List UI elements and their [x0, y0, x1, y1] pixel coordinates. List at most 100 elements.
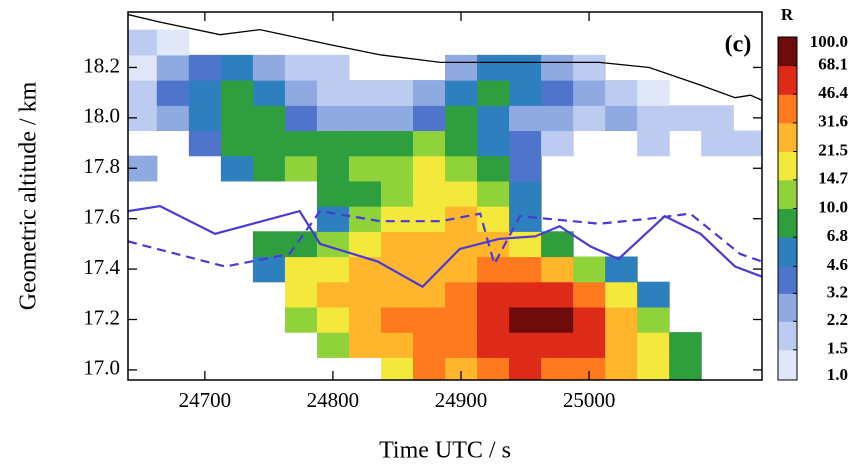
y-tick-label: 17.6 — [83, 204, 120, 228]
heatmap-cell — [605, 281, 638, 308]
heatmap-cell — [477, 256, 510, 283]
heatmap-cell — [252, 155, 286, 182]
profile-line — [128, 13, 762, 101]
heatmap-cell — [605, 80, 638, 106]
colorbar-segment — [778, 179, 797, 209]
heatmap-cell — [573, 256, 606, 283]
colorbar-tick-label: 6.8 — [827, 226, 848, 245]
heatmap-cell — [605, 105, 638, 132]
heatmap-cell — [637, 357, 670, 380]
profile-line — [128, 209, 762, 268]
heatmap-cell — [509, 80, 542, 106]
heatmap-cell — [509, 256, 542, 283]
heatmap-cell — [348, 231, 382, 258]
heatmap-cell — [412, 180, 446, 207]
colorbar-tick-label: 100.0 — [810, 32, 848, 51]
heatmap-cell — [477, 306, 510, 333]
colorbar-tick-label: 68.1 — [818, 55, 848, 74]
x-tick-label: 25000 — [563, 388, 616, 412]
heatmap-cell — [284, 80, 318, 106]
heatmap-cell — [541, 256, 574, 283]
heatmap-cell — [316, 281, 350, 308]
colorbar-tick-label: 10.0 — [818, 197, 848, 216]
colorbar-tick-label: 2.2 — [827, 310, 848, 329]
heatmap-cell — [445, 54, 478, 81]
heatmap-cell — [541, 281, 574, 308]
heatmap-cell — [316, 332, 350, 358]
y-tick-label: 18.2 — [83, 53, 120, 77]
heatmap-cell — [605, 357, 638, 380]
heatmap-cell — [412, 80, 446, 106]
heatmap-cell — [380, 357, 414, 380]
heatmap-cell — [412, 206, 446, 232]
heatmap-cell — [509, 54, 542, 81]
heatmap-cell — [445, 180, 478, 207]
heatmap-cell — [445, 357, 478, 380]
heatmap-cell — [188, 54, 222, 81]
y-tick-label: 17.8 — [83, 154, 120, 178]
y-tick-label: 17.0 — [83, 356, 120, 380]
heatmap-cell — [380, 281, 414, 308]
heatmap-cell — [316, 155, 350, 182]
heatmap-cell — [316, 256, 350, 283]
heatmap-cell — [477, 281, 510, 308]
heatmap-cell — [605, 332, 638, 358]
heatmap-cell — [445, 332, 478, 358]
heatmap-cell — [348, 155, 382, 182]
colorbar-segment — [778, 37, 797, 67]
heatmap-cell — [573, 306, 606, 333]
heatmap-cell — [541, 80, 574, 106]
heatmap-cell — [445, 231, 478, 258]
heatmap-cell — [284, 105, 318, 132]
heatmap-cell — [669, 105, 702, 132]
colorbar-tick-label: 1.0 — [827, 365, 848, 384]
heatmap-cell — [348, 80, 382, 106]
overlay-lines — [128, 13, 762, 289]
heatmap-cell — [477, 130, 510, 157]
heatmap-cell — [156, 54, 190, 81]
heatmap-cell — [477, 180, 510, 207]
heatmap-cell — [573, 357, 606, 380]
heatmap-cell — [509, 130, 542, 157]
heatmap-cell — [252, 54, 286, 81]
heatmap-cell — [252, 231, 286, 258]
x-tick-label: 24900 — [435, 388, 488, 412]
heatmap-cell — [220, 54, 254, 81]
heatmap-cell — [509, 332, 542, 358]
heatmap-cell — [220, 80, 254, 106]
colorbar-segment — [778, 122, 797, 152]
heatmap-cell — [573, 105, 606, 132]
heatmap-cell — [380, 105, 414, 132]
heatmap-cell — [128, 29, 158, 56]
heatmap-cell — [348, 332, 382, 358]
y-tick-label: 17.2 — [83, 305, 120, 329]
heatmap-cell — [445, 130, 478, 157]
heatmap-cell — [156, 29, 190, 56]
heatmap-cell — [541, 332, 574, 358]
heatmap-cell — [348, 180, 382, 207]
x-axis-label: Time UTC / s — [379, 438, 511, 464]
heatmap-cell — [477, 155, 510, 182]
heatmap-cell — [348, 206, 382, 232]
heatmap-cell — [445, 155, 478, 182]
heatmap-cell — [509, 155, 542, 182]
heatmap-cell — [509, 105, 542, 132]
heatmap-cell — [701, 105, 734, 132]
heatmap-cell — [252, 256, 286, 283]
heatmap-cell — [412, 231, 446, 258]
colorbar-tick-label: 14.7 — [818, 169, 848, 188]
heatmap-cell — [128, 80, 158, 106]
heatmap-cell — [316, 80, 350, 106]
heatmap-cell — [477, 80, 510, 106]
heatmap-cell — [637, 80, 670, 106]
heatmap-cell — [252, 130, 286, 157]
heatmap-cell — [188, 130, 222, 157]
heatmap-cell — [509, 180, 542, 207]
heatmap-cell — [284, 281, 318, 308]
y-tick-label: 18.0 — [83, 104, 120, 128]
y-axis-label: Geometric altitude / km — [16, 81, 42, 310]
heatmap-cell — [220, 105, 254, 132]
colorbar-segment — [778, 266, 797, 294]
heatmap-cell — [412, 357, 446, 380]
